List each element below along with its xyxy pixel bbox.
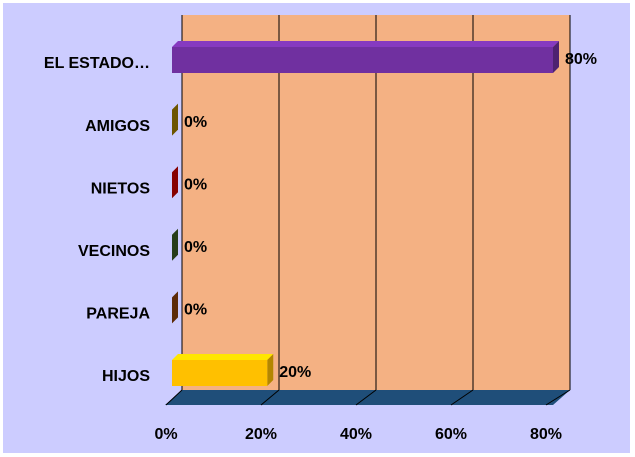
- value-label: 0%: [184, 114, 207, 131]
- floor-grid-line: [355, 389, 377, 406]
- value-label: 0%: [184, 302, 207, 319]
- bar-side: [553, 41, 559, 73]
- x-tick-label: 60%: [435, 426, 467, 443]
- bar-top: [172, 354, 274, 360]
- floor: [165, 390, 570, 405]
- y-tick-label: HIJOS: [102, 368, 150, 385]
- x-tick-label: 20%: [245, 426, 277, 443]
- x-tick-label: 40%: [340, 426, 372, 443]
- bar: [172, 47, 553, 73]
- y-tick-label: EL ESTADO…: [44, 55, 150, 72]
- floor-grid-line: [545, 389, 571, 406]
- value-label: 20%: [279, 364, 311, 381]
- bar-side: [267, 354, 274, 386]
- bar-side: [172, 291, 178, 324]
- bar: [172, 360, 268, 386]
- floor-grid-line: [450, 389, 474, 406]
- bar-side: [172, 103, 178, 136]
- floor-grid-line: [260, 389, 280, 406]
- x-tick-label: 0%: [154, 426, 177, 443]
- value-label: 80%: [565, 51, 597, 68]
- bar-side: [172, 228, 178, 261]
- floor-grid-line: [165, 389, 183, 406]
- value-label: 0%: [184, 239, 207, 256]
- value-label: 0%: [184, 176, 207, 193]
- y-tick-label: PAREJA: [86, 306, 150, 323]
- y-tick-label: AMIGOS: [85, 118, 150, 135]
- bar-side: [172, 166, 178, 199]
- y-tick-label: NIETOS: [91, 180, 151, 197]
- x-tick-label: 80%: [530, 426, 562, 443]
- bar-top: [172, 41, 559, 47]
- y-tick-label: VECINOS: [78, 243, 150, 260]
